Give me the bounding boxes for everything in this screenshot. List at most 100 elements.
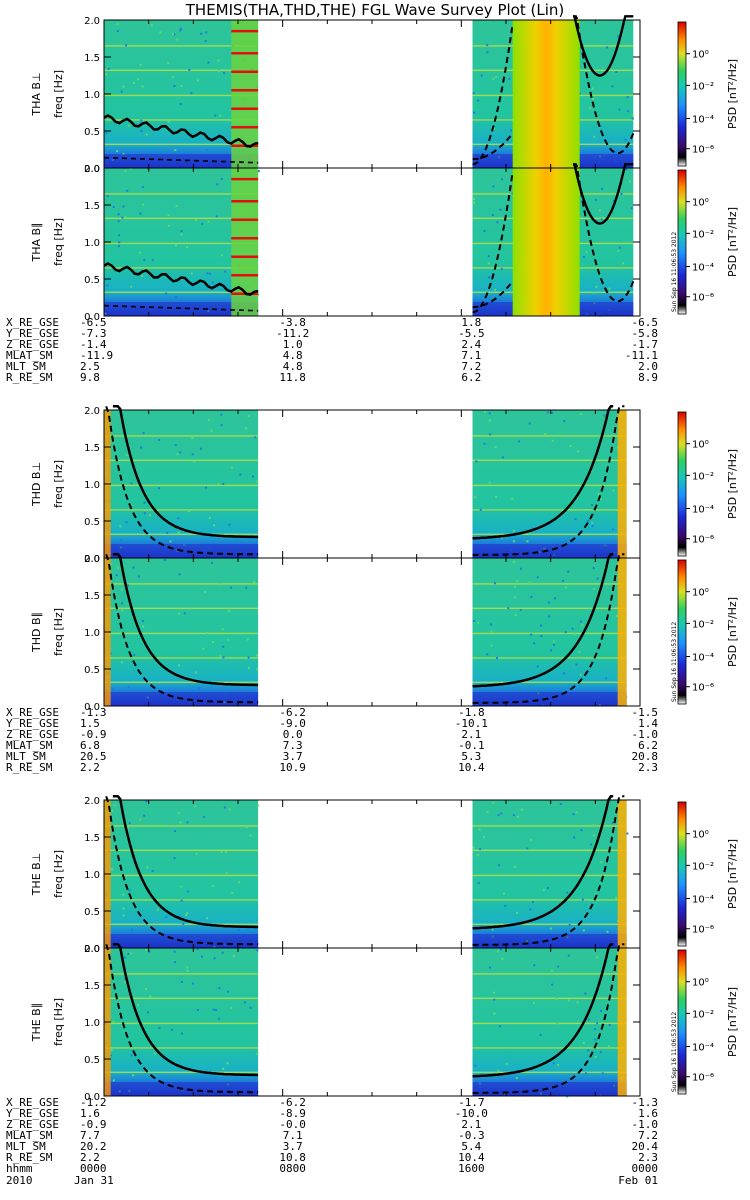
panel-tha-bperp-speckle bbox=[125, 44, 128, 47]
panel-thd-bpar-speckle bbox=[562, 579, 565, 582]
panel-thd-bperp-colorbar-tick-label: 10⁰ bbox=[692, 440, 709, 451]
panel-tha-bpar-speckle bbox=[180, 230, 183, 233]
panel-tha-bpar-ytick-label: 2.0 bbox=[84, 164, 100, 175]
panel-thd-bperp-speckle bbox=[494, 445, 497, 448]
panel-thd-bpar-speckle bbox=[564, 631, 567, 634]
page-title: THEMIS(THA,THD,THE) FGL Wave Survey Plot… bbox=[185, 1, 565, 19]
panel-thd-bperp-speckle bbox=[174, 444, 177, 447]
panel-the-bpar-speckle bbox=[147, 1070, 150, 1073]
panel-tha-bpar-speckle bbox=[180, 233, 183, 236]
panel-the-bperp-speckle bbox=[516, 911, 519, 914]
ephemeris-thd-value: 10.9 bbox=[279, 761, 306, 774]
ephemeris-the-value: -0.3 bbox=[458, 1129, 485, 1142]
ephemeris-thd-value: -6.2 bbox=[279, 706, 306, 719]
panel-tha-bperp-speckle bbox=[578, 92, 581, 95]
panel-thd-bpar-speckle bbox=[512, 560, 515, 563]
panel-the-bpar-speckle bbox=[550, 969, 553, 972]
panel-thd-bperp-speckle bbox=[483, 410, 486, 413]
panel-tha-bperp-gyro-half-curve bbox=[103, 156, 259, 164]
ephemeris-tha-row-label: Z_RE_GSE bbox=[6, 338, 59, 351]
panel-tha-bperp-speckle bbox=[588, 107, 591, 110]
panel-thd-bpar-speckle bbox=[127, 584, 130, 587]
panel-thd-bperp-speckle bbox=[179, 451, 182, 454]
panel-thd-bpar-speckle bbox=[204, 591, 207, 594]
panel-thd-bpar-speckle bbox=[221, 628, 224, 631]
panel-thd-bpar-speckle bbox=[256, 668, 259, 671]
panel-tha-bperp-speckle bbox=[179, 102, 182, 105]
panel-thd-bperp-speckle bbox=[551, 439, 554, 442]
panel-the-bperp-speckle bbox=[194, 805, 197, 808]
ephemeris-the-row-label: R_RE_SM bbox=[6, 1151, 53, 1164]
panel-the-bperp-speckle bbox=[492, 801, 495, 804]
panel-tha-bperp-speckle bbox=[150, 24, 153, 27]
ephemeris-the-value: 2.2 bbox=[80, 1151, 100, 1164]
time-tick-label: 0000 bbox=[80, 1162, 107, 1175]
ephemeris-thd-row-label: Y_RE_GSE bbox=[6, 717, 59, 730]
panel-tha-bperp-speckle bbox=[145, 133, 148, 136]
panel-thd-bpar-spectrogram-block bbox=[472, 558, 627, 706]
panel-tha-bperp-speckle bbox=[217, 69, 220, 72]
panel-the-bperp-speckle bbox=[113, 804, 116, 807]
panel-the-bpar-speckle bbox=[256, 949, 259, 952]
date-year-label: 2010 bbox=[6, 1174, 33, 1187]
panel-tha-bperp-speckle bbox=[137, 78, 140, 81]
panel-thd-bperp-speckle bbox=[591, 504, 594, 507]
panel-the-bpar-speckle bbox=[552, 1062, 555, 1065]
panel-tha-bpar-speckle bbox=[472, 198, 475, 201]
panel-the-bpar-speckle bbox=[221, 951, 224, 954]
panel-thd-bperp-speckle bbox=[143, 501, 146, 504]
panel-the-bperp-speckle bbox=[477, 881, 480, 884]
panel-the-bperp-ytick-label: 1.0 bbox=[84, 870, 100, 881]
ephemeris-the-value: 10.4 bbox=[458, 1151, 485, 1164]
ephemeris-thd-row-label: R_RE_SM bbox=[6, 761, 53, 774]
time-axis-label: hhmm bbox=[6, 1162, 33, 1175]
panel-the-bperp-speckle bbox=[131, 928, 134, 931]
panel-tha-bperp-speckle bbox=[217, 59, 220, 62]
panel-tha-bperp-speckle bbox=[116, 150, 119, 153]
panel-tha-bperp-gyro-curve-fall bbox=[572, 15, 634, 77]
panel-the-bpar-speckle bbox=[145, 949, 148, 952]
panel-thd-bperp-speckle bbox=[247, 414, 250, 417]
panel-thd-bperp-speckle bbox=[512, 529, 515, 532]
panel-the-bperp-speckle bbox=[486, 811, 489, 814]
panel-the-bpar-speckle bbox=[474, 1064, 477, 1067]
panel-thd-bpar-speckle bbox=[253, 581, 256, 584]
panel-thd-bpar-speckle bbox=[493, 582, 496, 585]
panel-the-bperp-speckle bbox=[111, 809, 114, 812]
panel-tha-bperp-speckle bbox=[139, 63, 142, 66]
panel-tha-bpar-speckle bbox=[117, 244, 120, 247]
panel-tha-bpar-speckle bbox=[186, 246, 189, 249]
panel-the-bpar-speckle bbox=[515, 1077, 518, 1080]
panel-thd-bpar-speckle bbox=[212, 640, 215, 643]
panel-thd-bperp-speckle bbox=[149, 514, 152, 517]
panel-thd-bpar-speckle bbox=[533, 642, 536, 645]
panel-thd-bpar-speckle bbox=[547, 601, 550, 604]
panel-the-bperp-speckle bbox=[575, 811, 578, 814]
ephemeris-thd-row-label: MLT_SM bbox=[6, 750, 46, 763]
panel-tha-bperp-speckle bbox=[171, 33, 174, 36]
panel-thd-bpar-speckle bbox=[112, 688, 115, 691]
panel-thd-bpar-ytick-label: 0.5 bbox=[84, 665, 100, 676]
panel-thd-bpar-speckle bbox=[567, 570, 570, 573]
panel-the-bperp-speckle bbox=[206, 917, 209, 920]
panel-thd-bperp-speckle bbox=[528, 532, 531, 535]
panel-tha-bpar-speckle bbox=[511, 192, 514, 195]
panel-the-bperp-speckle bbox=[549, 927, 552, 930]
panel-the-bperp-speckle bbox=[186, 890, 189, 893]
panel-thd-bperp-ytick-label: 1.0 bbox=[84, 480, 100, 491]
panel-tha-bperp-ytick-label: 1.5 bbox=[84, 53, 100, 64]
panel-thd-bperp-gyro-half-curve bbox=[105, 405, 259, 556]
panel-thd-bpar-speckle bbox=[121, 602, 124, 605]
panel-thd-bpar-lowfreq-band bbox=[472, 692, 627, 706]
panel-tha-bpar-speckle bbox=[121, 216, 124, 219]
panel-thd-bpar-speckle bbox=[536, 576, 539, 579]
panel-tha-bperp-plasmasphere-band bbox=[512, 20, 580, 168]
panel-tha-bperp-speckle bbox=[593, 135, 596, 138]
panel-the-bpar-speckle bbox=[186, 966, 189, 969]
panel-thd-bpar-ytick-label: 1.0 bbox=[84, 628, 100, 639]
panel-the-bperp-speckle bbox=[580, 829, 583, 832]
panel-the-bperp-speckle bbox=[126, 827, 129, 830]
panel-tha-bperp-speckle bbox=[174, 149, 177, 152]
panel-the-bpar-speckle bbox=[217, 1017, 220, 1020]
panel-the-bpar-freq-label: freq [Hz] bbox=[52, 998, 65, 1046]
